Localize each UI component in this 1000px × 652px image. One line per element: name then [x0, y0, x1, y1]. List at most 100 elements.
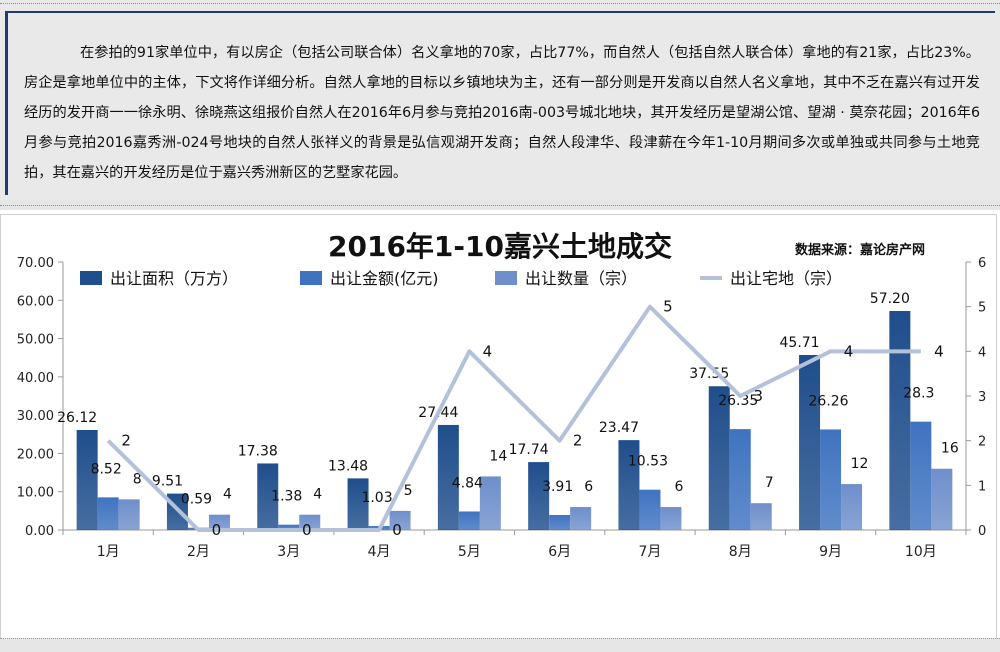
- chart-source: 数据来源：嘉论房产网: [795, 242, 925, 258]
- article-background: [0, 0, 1000, 200]
- bar-3-label: 5: [404, 483, 413, 499]
- bar-3-label: 7: [765, 475, 774, 491]
- legend-swatch-2: [300, 271, 322, 285]
- bar-2: [549, 515, 571, 530]
- bar-3-label: 4: [223, 487, 232, 503]
- y-right-tick-label: 5: [978, 301, 986, 316]
- y-left-tick-label: 10.00: [17, 486, 54, 501]
- line-series-1: [106, 304, 921, 532]
- x-tick-label: 4月: [368, 544, 391, 560]
- bar-1: [76, 429, 98, 530]
- bar-3: [660, 507, 682, 530]
- chart-divider: [0, 205, 1000, 206]
- line-point-label: 5: [663, 298, 673, 316]
- bottom-strip: [0, 638, 1000, 652]
- land-transaction-chart: 2016年1-10嘉兴土地成交 数据来源：嘉论房产网 0.00 10.00 20.00 3…: [17, 230, 987, 560]
- y-left-tick-label: 60.00: [17, 294, 54, 309]
- bar-1: [257, 463, 279, 530]
- bar-3: [750, 503, 772, 530]
- y-right-tick-label: 1: [978, 479, 986, 494]
- bar-2-label: 1.03: [361, 490, 392, 506]
- top-divider: [0, 3, 1000, 4]
- line-point-label: 0: [302, 521, 312, 539]
- bar-3-label: 16: [941, 441, 959, 457]
- x-tick-label: 10月: [905, 544, 937, 560]
- bar-1: [437, 424, 459, 530]
- line-point-label: 0: [212, 521, 222, 539]
- legend-swatch-1: [80, 271, 102, 285]
- bar-3: [570, 507, 592, 530]
- line-point-label: 2: [573, 432, 583, 450]
- bar-2-label: 26.35: [718, 393, 758, 409]
- bar-3: [299, 514, 321, 530]
- bar-2: [910, 421, 932, 530]
- bar-1-label: 9.51: [152, 474, 183, 490]
- line-point-label: 4: [844, 342, 854, 360]
- bar-2: [458, 511, 480, 530]
- bar-2: [639, 489, 661, 530]
- bar-2: [820, 429, 842, 530]
- bar-2-label: 4.84: [452, 475, 483, 491]
- y-left-tick-label: 30.00: [17, 409, 54, 424]
- y-left-tick-label: 20.00: [17, 447, 54, 462]
- bar-3-label: 6: [584, 479, 593, 495]
- y-right-tick-label: 6: [978, 256, 986, 271]
- bar-2: [278, 524, 300, 530]
- bar-1: [799, 354, 821, 530]
- bar-1-label: 57.20: [870, 291, 910, 307]
- x-tick-label: 1月: [97, 544, 120, 560]
- bar-2: [97, 497, 119, 530]
- line-point-label: 4: [934, 342, 944, 360]
- bar-3: [841, 484, 863, 530]
- bar-1: [708, 386, 730, 530]
- bar-1: [618, 440, 640, 530]
- y-left-tick-label: 40.00: [17, 371, 54, 386]
- bar-2: [729, 429, 751, 530]
- bar-3-label: 4: [313, 487, 322, 503]
- bar-3: [208, 514, 230, 530]
- y-left-tick-label: 0.00: [25, 524, 54, 539]
- bar-2-label: 28.3: [903, 386, 934, 402]
- bar-1: [347, 478, 369, 530]
- article-paragraph: 在参拍的91家单位中，有以房企（包括公司联合体）名义拿地的70家，占比77%，而…: [24, 45, 980, 181]
- bar-1-label: 17.38: [238, 443, 278, 459]
- bar-1-label: 45.71: [780, 335, 820, 351]
- bar-2-label: 10.53: [628, 454, 668, 470]
- bar-1: [528, 462, 550, 530]
- bar-1: [889, 311, 911, 530]
- x-tick-label: 5月: [458, 544, 481, 560]
- bar-3-label: 12: [851, 456, 869, 472]
- bar-3: [931, 468, 953, 530]
- bar-2-label: 1.38: [271, 489, 302, 505]
- y-right-tick-label: 2: [978, 435, 986, 450]
- x-tick-label: 7月: [638, 544, 661, 560]
- x-tick-label: 6月: [548, 544, 571, 560]
- bar-1-label: 23.47: [599, 420, 639, 436]
- bar-1-label: 17.74: [509, 442, 549, 458]
- legend-label-4: 出让宅地（宗）: [730, 269, 842, 288]
- bar-2-label: 8.52: [91, 461, 122, 477]
- bar-1-label: 37.55: [689, 366, 729, 382]
- bar-2-label: 26.26: [809, 393, 849, 409]
- bar-3-label: 8: [133, 471, 142, 487]
- x-tick-label: 3月: [277, 544, 300, 560]
- bar-3: [118, 499, 140, 530]
- legend-label-1: 出让面积（万方）: [110, 269, 238, 288]
- y-left-tick-label: 50.00: [17, 333, 54, 348]
- bar-3: [479, 476, 501, 530]
- legend-label-3: 出让数量（宗）: [525, 269, 637, 288]
- x-tick-label: 2月: [187, 544, 210, 560]
- line-point-label: 0: [392, 521, 402, 539]
- line-point-label: 3: [753, 387, 763, 405]
- bar-3-label: 6: [674, 479, 683, 495]
- y-right-tick-label: 0: [978, 524, 986, 539]
- legend-label-2: 出让金额(亿元): [330, 269, 439, 288]
- text-frame: [5, 11, 995, 195]
- line-point-label: 2: [121, 432, 131, 450]
- line-point-label: 4: [483, 342, 493, 360]
- y-right-tick-label: 4: [978, 345, 986, 360]
- bar-1-label: 26.12: [57, 410, 97, 426]
- bar-2-label: 3.91: [542, 479, 573, 495]
- y-right-tick-label: 3: [978, 390, 986, 405]
- bar-3-label: 14: [489, 448, 507, 464]
